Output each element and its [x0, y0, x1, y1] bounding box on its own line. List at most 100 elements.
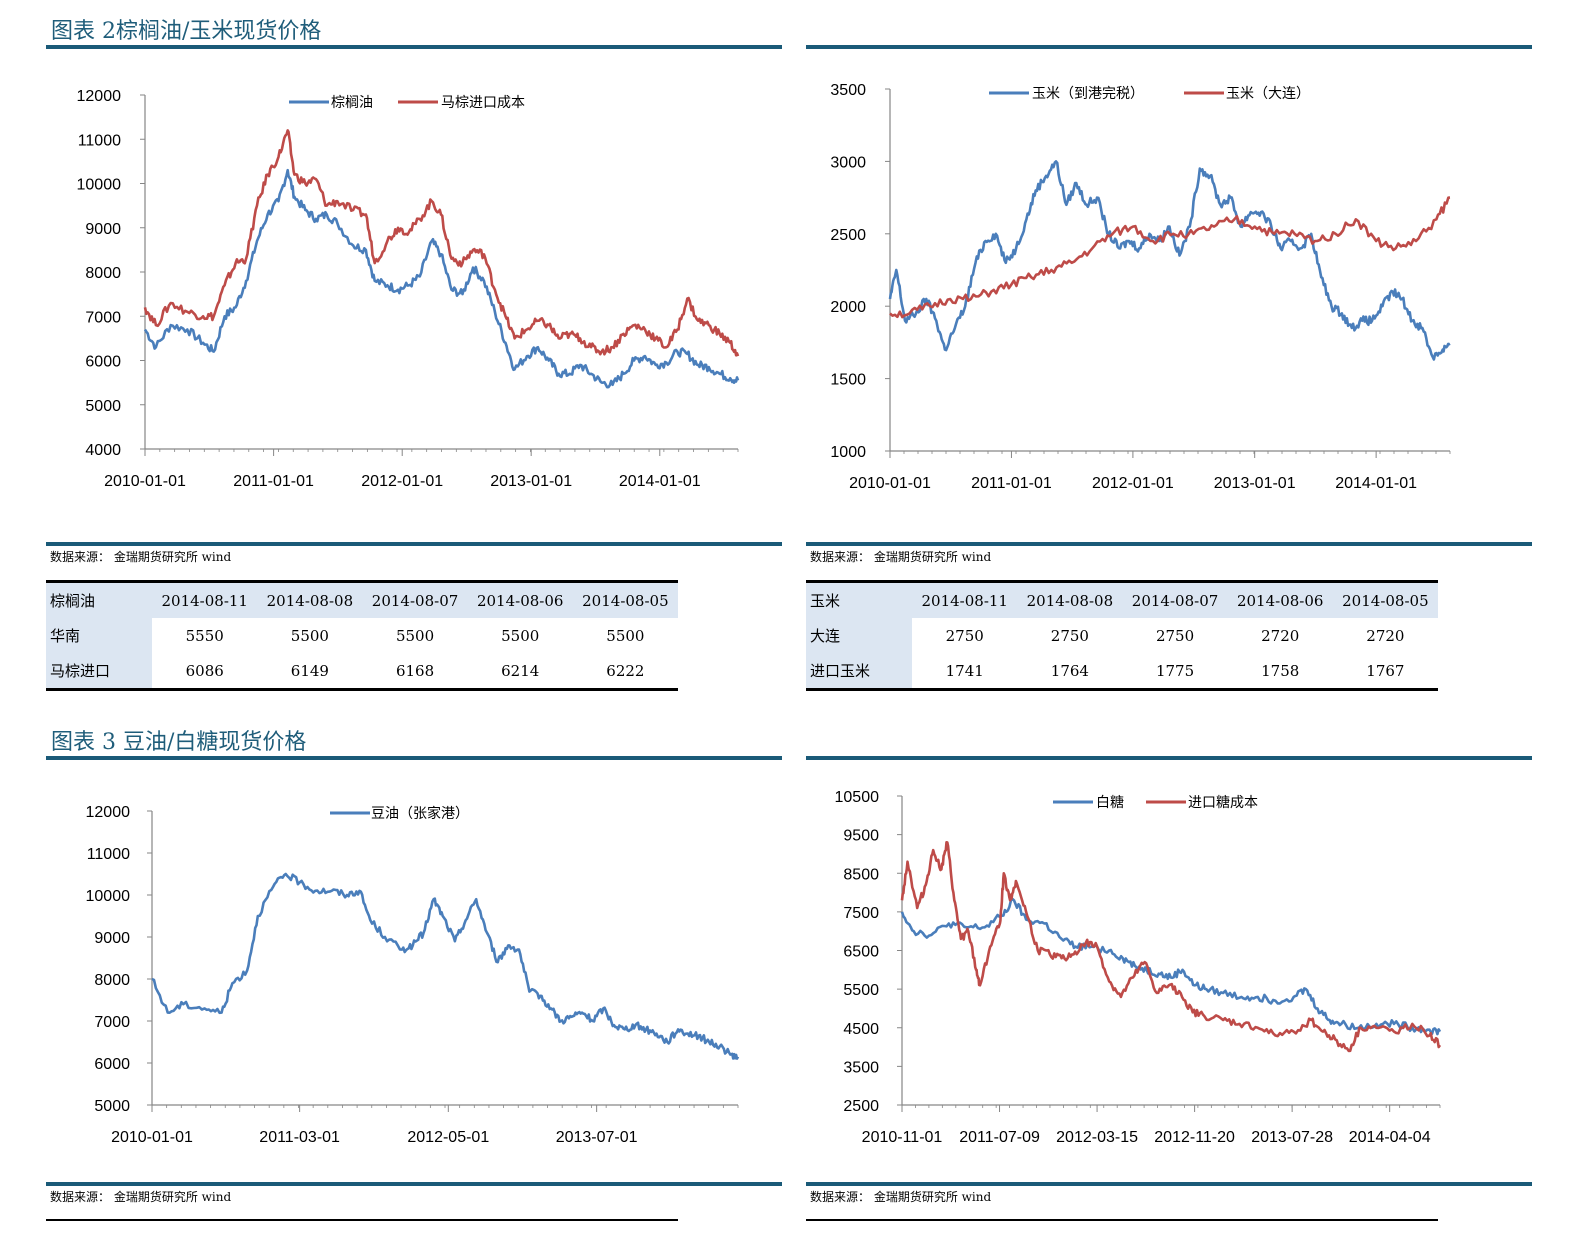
y-tick-label: 5000: [85, 398, 121, 415]
table-row: 华南 5550 5500 5500 5500 5500: [46, 618, 678, 653]
table-row-label: 华南: [46, 618, 153, 653]
x-tick-label: 2011-01-01: [971, 475, 1052, 492]
x-tick-label: 2011-01-01: [233, 473, 314, 490]
table-row: 大连 2750 2750 2750 2720 2720: [806, 618, 1438, 653]
y-tick-label: 11000: [78, 132, 121, 149]
table-cell: 5500: [606, 626, 645, 645]
series-line-secondary: [900, 840, 1442, 1053]
header-rule-left: [46, 45, 782, 49]
table-header-date: 2014-08-08: [257, 581, 363, 618]
x-tick-label: 2013-07-01: [556, 1129, 638, 1146]
y-tick-label: 6000: [94, 1056, 130, 1073]
table-cell: 5500: [501, 626, 540, 645]
y-tick-label: 7500: [843, 905, 879, 922]
y-tick-label: 10500: [835, 789, 880, 806]
y-tick-label: 8000: [94, 972, 130, 989]
series-line-secondary: [143, 129, 740, 357]
legend-label: 玉米（到港完税）: [1032, 85, 1144, 101]
table-header-date: 2014-08-06: [1227, 581, 1333, 618]
y-tick-label: 10000: [77, 177, 122, 194]
table-header-date: 2014-08-07: [362, 581, 468, 618]
y-tick-label: 3000: [830, 154, 866, 171]
source-rule-right-2: [806, 1182, 1532, 1186]
y-tick-label: 7000: [85, 309, 121, 326]
table-cell: 2750: [945, 626, 984, 645]
table-cell: 2720: [1366, 626, 1405, 645]
table-header-row: 棕榈油 2014-08-11 2014-08-08 2014-08-07 201…: [46, 581, 678, 618]
table-row-label: 进口玉米: [806, 653, 913, 690]
section-title-palm-corn: 图表 2棕榈油/玉米现货价格: [51, 19, 322, 44]
header-rule-left-2: [46, 756, 782, 760]
y-tick-label: 3500: [830, 82, 866, 99]
x-tick-label: 2013-01-01: [1214, 475, 1296, 492]
y-tick-label: 12000: [86, 804, 131, 821]
table-cell: 1741: [945, 661, 984, 680]
y-tick-label: 11000: [87, 846, 130, 863]
bottom-line-left: [46, 1219, 678, 1221]
y-tick-label: 8000: [85, 265, 121, 282]
x-tick-label: 2011-07-09: [959, 1129, 1040, 1146]
x-tick-label: 2014-04-04: [1349, 1129, 1431, 1146]
table-header-label: 玉米: [806, 581, 913, 618]
table-header-date: 2014-08-05: [1332, 581, 1438, 618]
legend-label: 豆油（张家港）: [371, 805, 469, 821]
table-cell: 2750: [1155, 626, 1195, 645]
source-rule-left-1: [46, 542, 782, 546]
series-line-secondary: [889, 196, 1451, 319]
y-tick-label: 3500: [843, 1059, 879, 1076]
y-tick-label: 2000: [830, 299, 866, 316]
legend-label: 马棕进口成本: [441, 94, 525, 110]
x-tick-label: 2013-07-28: [1251, 1129, 1333, 1146]
series-line-primary: [143, 168, 740, 389]
chart-soybean-oil: 5000 6000 7000 8000 9000 10000 11000 12000 2010-…: [86, 804, 740, 1146]
table-row-label: 马棕进口: [46, 653, 153, 690]
table-cell: 1764: [1050, 661, 1089, 680]
legend-label: 玉米（大连）: [1226, 85, 1310, 101]
section-title-soyoil-sugar: 图表 3 豆油/白糖现货价格: [51, 730, 307, 755]
y-tick-label: 1500: [830, 372, 866, 389]
x-tick-label: 2012-03-15: [1056, 1129, 1138, 1146]
table-cell: 6168: [395, 661, 435, 680]
table-cell: 5550: [185, 626, 224, 645]
table-header-date: 2014-08-08: [1017, 581, 1123, 618]
table-row-label: 大连: [806, 618, 913, 653]
table-header-label: 棕榈油: [46, 581, 153, 618]
y-tick-label: 2500: [830, 227, 866, 244]
table-cell: 6214: [501, 661, 540, 680]
source-text-soyoil: 数据来源： 金瑞期货研究所 wind: [50, 1190, 232, 1204]
table-cell: 6149: [290, 661, 329, 680]
y-tick-label: 7000: [94, 1014, 130, 1031]
source-text-sugar: 数据来源： 金瑞期货研究所 wind: [810, 1190, 992, 1204]
y-tick-label: 9000: [85, 221, 121, 238]
source-text-palm: 数据来源： 金瑞期货研究所 wind: [50, 550, 232, 564]
table-header-date: 2014-08-07: [1122, 581, 1228, 618]
source-text-corn: 数据来源： 金瑞期货研究所 wind: [810, 550, 992, 564]
series-line-primary: [900, 897, 1442, 1036]
table-header-date: 2014-08-05: [572, 581, 678, 618]
table-cell: 6086: [185, 661, 224, 680]
table-cell: 1767: [1366, 661, 1405, 680]
table-cell: 1775: [1155, 661, 1195, 680]
table-row: 进口玉米 1741 1764 1775 1758 1767: [806, 653, 1438, 690]
y-tick-label: 5500: [843, 982, 879, 999]
series-line-primary: [888, 160, 1451, 361]
table-header-date: 2014-08-06: [467, 581, 573, 618]
header-rule-right: [806, 45, 1532, 49]
bottom-line-right: [806, 1219, 1438, 1221]
x-tick-label: 2012-11-20: [1154, 1129, 1235, 1146]
y-tick-label: 6000: [85, 354, 121, 371]
x-tick-label: 2010-01-01: [111, 1129, 193, 1146]
y-tick-label: 1000: [830, 444, 866, 461]
x-tick-label: 2010-01-01: [849, 475, 931, 492]
x-tick-label: 2012-05-01: [407, 1129, 489, 1146]
y-tick-label: 4000: [85, 442, 121, 459]
source-rule-right-1: [806, 542, 1532, 546]
legend-label: 棕榈油: [331, 94, 373, 110]
table-cell: 5500: [290, 626, 329, 645]
x-tick-label: 2011-03-01: [259, 1129, 340, 1146]
x-tick-label: 2014-01-01: [619, 473, 701, 490]
table-corn: 玉米 2014-08-11 2014-08-08 2014-08-07 2014…: [806, 580, 1438, 691]
table-cell: 2750: [1050, 626, 1089, 645]
header-rule-right-2: [806, 756, 1532, 760]
